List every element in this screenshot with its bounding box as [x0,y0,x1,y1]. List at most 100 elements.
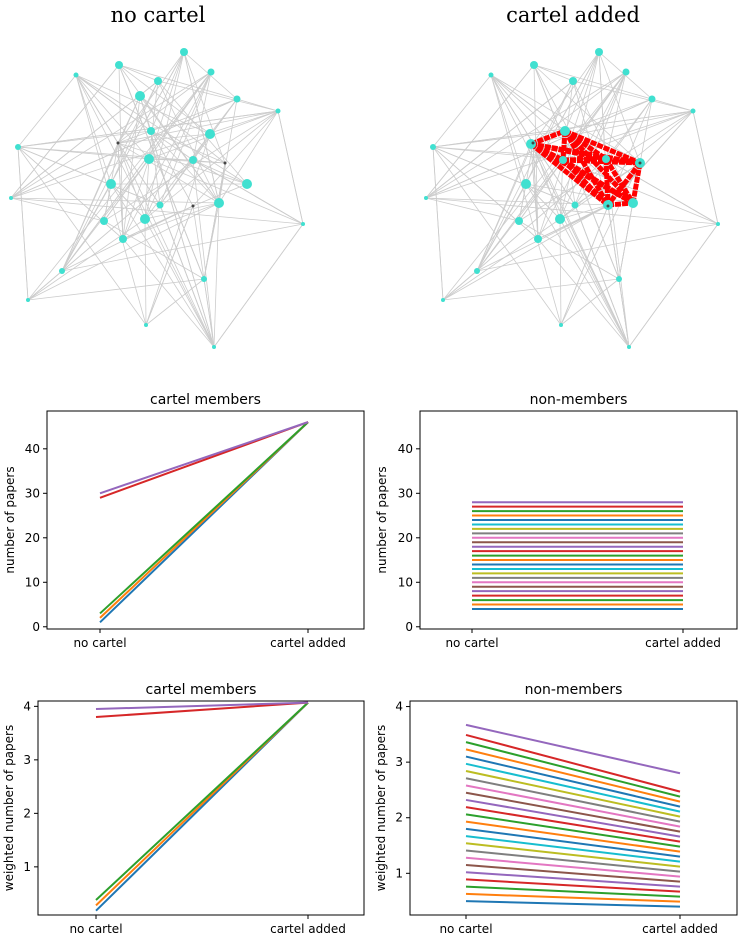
network-cartel-added-node [602,155,610,163]
network-no-cartel-edge [213,223,304,348]
series-line [465,849,681,873]
y-tick-label: 0 [405,620,413,634]
y-axis-label: number of papers [375,466,389,573]
network-cartel-added-node [628,198,638,208]
network-no-cartel-edge [192,159,304,225]
network-cartel-added-edge [476,223,719,272]
network-cartel-added-edge [559,110,694,220]
network-cartel-added-node [638,161,642,165]
network-no-cartel-edge [157,80,279,112]
network-cartel-added-edge [490,74,562,326]
network-no-cartel-node [201,276,207,282]
network-no-cartel-edge [192,110,279,207]
network-no-cartel-edge [61,205,194,272]
network-cartel-added-edge [490,74,630,348]
network-cartel-added-edge [605,158,719,225]
network-no-cartel-edge [117,95,141,144]
series-line [465,871,681,888]
network-no-cartel-edge [192,159,215,348]
network-no-cartel-edge [144,218,147,326]
network-cartel-added-edge [425,71,627,199]
network-cartel-added-edge [476,71,627,272]
network-cartel-added-node [560,126,570,136]
network-no-cartel-edge [10,64,120,199]
network-cartel-added-edge [598,51,641,164]
series-line [465,835,681,863]
series-line [465,755,681,808]
cartel-edge [606,161,642,207]
network-no-cartel-edge [144,158,150,220]
network-cartel-added-node [648,95,656,103]
network-no-cartel-edge [117,142,146,220]
network-no-cartel-edge [61,142,119,272]
series-line [99,421,309,615]
network-no-cartel-node [100,217,108,225]
y-tick-label: 20 [398,531,413,545]
network-cartel-added-edge [532,51,600,144]
network-cartel-added-edge [525,183,630,348]
network-cartel-added-node [515,217,523,225]
y-tick-label: 30 [25,486,40,500]
network-cartel-added-node [627,345,631,349]
network-no-cartel-node [9,196,13,200]
network-no-cartel-edge [117,142,248,185]
network-no-cartel-edge [27,202,220,301]
network-cartel-added-edge [425,64,535,199]
cartel-edge [603,158,611,206]
network-cartel-added-edge [476,205,609,272]
network-cartel-added-edge [560,205,609,326]
series-line [465,820,681,853]
network-cartel-added-edge [442,278,620,301]
network-cartel-added-node [555,214,565,224]
y-tick-label: 3 [23,753,31,767]
network-cartel-added-node [569,77,577,85]
network-cartel-added-node [521,179,531,189]
network-cartel-added-edge [533,64,641,164]
network-cartel-added-edge [442,71,627,301]
y-tick-label: 3 [395,755,403,769]
network-no-cartel-edge [122,238,215,348]
y-axis-label: weighted number of papers [374,725,388,891]
network-no-cartel-edge [139,95,215,348]
network-cartel-added-node [526,139,536,149]
network-no-cartel-edge [145,278,205,326]
network-no-cartel-node [144,154,154,164]
network-cartel-added: cartel added [424,3,720,349]
y-tick-label: 4 [23,699,31,713]
network-no-cartel-edge [145,205,194,326]
network-no-cartel: no cartel [9,3,305,349]
network-cartel-added-node [488,72,494,78]
network-no-cartel-edge [144,218,215,348]
network-no-cartel-edge [183,51,220,204]
network-no-cartel-edge [122,51,185,240]
network-no-cartel-node [275,108,281,114]
cartel-edge [530,128,566,147]
network-cartel-added-node [559,156,567,164]
network-no-cartel-edge [117,51,185,144]
network-no-cartel-node [233,95,241,103]
network-cartel-added-node [531,141,535,145]
network-no-cartel-edge [103,158,150,222]
network-no-cartel-node [301,222,305,226]
y-axis-label: weighted number of papers [2,725,16,891]
network-cartel-added-edge [525,142,534,185]
network-no-cartel-edge [203,278,215,348]
network-cartel-added-edge [425,197,719,225]
network-cartel-added-edge [476,80,574,272]
series-line [95,701,309,711]
network-no-cartel-edge [144,51,185,220]
series-line [465,900,681,908]
series-line [465,842,681,868]
x-tick-label: no cartel [69,922,122,936]
series-line [465,878,681,893]
series-line [465,863,681,883]
network-no-cartel-edge [159,71,212,206]
network-no-cartel-edge [75,74,147,326]
series-line [465,791,681,833]
network-no-cartel-node [214,198,224,208]
network-no-cartel-edge [203,162,226,280]
network-no-cartel-edge [183,51,226,164]
network-no-cartel-edge [61,80,159,272]
y-tick-label: 2 [395,811,403,825]
network-cartel-added-edge [605,71,627,160]
